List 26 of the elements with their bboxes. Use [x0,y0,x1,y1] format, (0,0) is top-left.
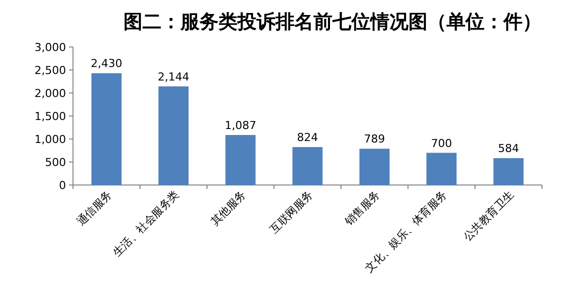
bar [493,158,524,185]
y-tick-label: 1,500 [34,110,66,123]
data-label: 2,430 [90,57,122,70]
data-label: 2,144 [158,70,190,84]
bar [91,73,122,185]
x-tick-label: 其他服务 [208,188,249,228]
y-tick-label: 3,000 [34,41,66,54]
y-tick-label: 2,500 [34,64,66,77]
y-tick-label: 1,000 [34,133,66,146]
bar [292,147,323,185]
y-tick-label: 500 [45,156,66,169]
chart-title: 图二：服务类投诉排名前七位情况图（单位：件） [124,11,542,33]
data-label: 1,087 [224,119,256,132]
data-label: 700 [431,136,452,150]
data-label: 824 [297,131,318,144]
y-tick-label: 0 [59,179,66,192]
x-tick-label: 销售服务 [342,188,383,229]
bar [158,86,189,185]
x-tick-label: 公共教育卫生 [460,188,517,244]
y-tick-label: 2,000 [34,87,66,100]
bar [225,135,256,185]
bar [359,148,390,185]
x-tick-label: 互联网服务 [268,188,316,236]
bar [426,152,457,185]
data-label: 789 [364,132,385,146]
data-label: 584 [498,142,519,156]
